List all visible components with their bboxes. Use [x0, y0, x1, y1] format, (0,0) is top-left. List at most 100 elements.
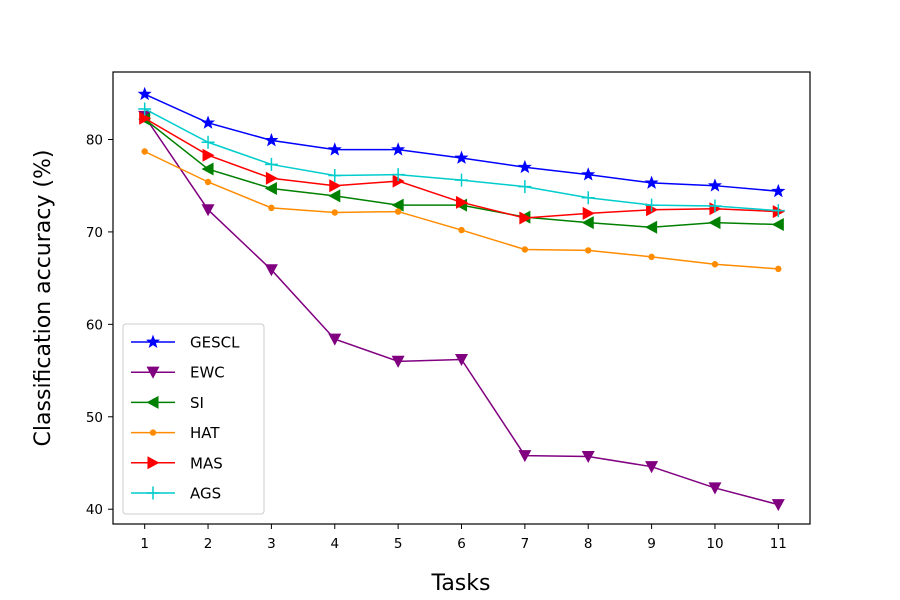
legend-item-gescl: GESCL: [131, 334, 240, 352]
data-point-hat: [268, 204, 275, 212]
data-point-mas: [455, 195, 468, 209]
data-point-ewc: [264, 264, 278, 277]
data-point-hat: [331, 209, 338, 216]
x-tick-label: 2: [204, 536, 213, 552]
data-point-ags: [518, 180, 532, 194]
data-point-si: [771, 218, 784, 232]
legend-item-si: SI: [131, 394, 204, 412]
data-point-hat: [521, 246, 529, 253]
series-gescl: [137, 86, 786, 198]
data-point-gescl: [517, 159, 532, 174]
x-tick-label: 6: [457, 536, 466, 552]
data-point-hat: [775, 265, 782, 273]
data-point-hat: [141, 148, 148, 155]
legend-item-ags: AGS: [131, 485, 221, 503]
data-point-mas: [329, 179, 342, 193]
data-point-gescl: [391, 142, 406, 156]
legend-label-ags: AGS: [190, 485, 221, 503]
data-point-gescl: [201, 115, 216, 129]
data-point-mas: [519, 211, 532, 225]
x-axis-label: Tasks: [431, 571, 491, 596]
data-point-si: [201, 162, 214, 176]
data-point-mas: [139, 111, 152, 125]
data-point-hat: [394, 208, 402, 215]
data-point-mas: [202, 148, 215, 162]
x-tick-label: 10: [706, 536, 723, 552]
data-point-mas: [582, 206, 595, 220]
data-point-ags: [645, 198, 659, 212]
y-tick-label: 50: [86, 410, 103, 426]
data-point-ags: [581, 191, 595, 205]
data-point-hat: [204, 178, 212, 186]
legend-marker-gescl: [146, 334, 160, 348]
series-line-hat: [144, 150, 779, 270]
x-tick-label: 4: [330, 536, 339, 552]
x-tick-label: 5: [394, 536, 403, 552]
legend-item-mas: MAS: [131, 454, 223, 472]
x-tick-label: 11: [770, 536, 787, 552]
data-point-ewc: [518, 450, 532, 463]
series-hat: [141, 148, 782, 273]
data-point-gescl: [454, 150, 469, 164]
data-point-ewc: [391, 355, 405, 368]
legend-label-mas: MAS: [190, 454, 223, 472]
data-point-si: [645, 220, 658, 234]
data-point-hat: [711, 261, 719, 268]
data-point-ewc: [201, 204, 215, 217]
data-point-si: [391, 198, 404, 212]
legend-marker-si: [146, 395, 159, 409]
data-point-gescl: [137, 86, 152, 101]
data-point-hat: [648, 253, 655, 261]
data-point-ags: [328, 169, 342, 183]
legend-item-hat: HAT: [131, 424, 220, 442]
data-point-ags: [771, 204, 785, 218]
series-line-si: [144, 118, 779, 229]
x-tick-label: 8: [584, 536, 593, 552]
data-point-gescl: [264, 133, 279, 147]
legend-marker-mas: [147, 456, 160, 470]
data-point-si: [581, 216, 594, 230]
legend-label-gescl: GESCL: [190, 334, 240, 352]
data-point-gescl: [644, 175, 659, 189]
series-ewc: [138, 110, 785, 512]
data-point-ags: [201, 135, 215, 149]
data-point-ewc: [771, 499, 785, 512]
y-tick-label: 80: [86, 132, 103, 148]
legend-marker-ewc: [146, 366, 160, 379]
data-point-ewc: [645, 461, 659, 474]
legend-label-hat: HAT: [190, 424, 220, 442]
legend-item-ewc: EWC: [131, 364, 225, 382]
legend-label-ewc: EWC: [190, 364, 225, 382]
data-point-hat: [458, 226, 465, 234]
x-tick-label: 7: [521, 536, 530, 552]
legend-marker-ags: [146, 486, 160, 500]
data-point-gescl: [581, 167, 596, 181]
data-point-si: [264, 181, 277, 195]
x-tick-label: 1: [140, 536, 149, 552]
data-point-ags: [391, 168, 405, 182]
data-point-ags: [264, 157, 278, 171]
data-point-gescl: [707, 178, 722, 192]
data-point-ewc: [581, 450, 595, 464]
data-point-gescl: [771, 183, 786, 198]
data-point-si: [708, 216, 721, 230]
legend: GESCL EWC SI HAT MAS AGS: [122, 323, 265, 515]
data-point-ags: [708, 199, 722, 213]
data-point-gescl: [327, 142, 342, 156]
series-ags: [138, 102, 785, 218]
y-axis-label: Classification accuracy (%): [31, 150, 56, 447]
legend-label-si: SI: [190, 394, 204, 412]
x-tick-label: 3: [267, 536, 276, 552]
x-axis-ticks: 1 2 3 4 5 6 7 8 9 10 11: [140, 524, 787, 552]
data-point-si: [328, 189, 341, 203]
x-tick-label: 9: [647, 536, 656, 552]
data-point-ags: [138, 102, 152, 116]
data-point-hat: [585, 247, 592, 254]
y-tick-label: 60: [86, 317, 103, 333]
y-tick-label: 40: [86, 502, 103, 518]
data-point-ewc: [708, 482, 722, 495]
data-point-ags: [455, 173, 468, 187]
series-layer: [137, 86, 786, 512]
data-point-ewc: [455, 353, 468, 366]
